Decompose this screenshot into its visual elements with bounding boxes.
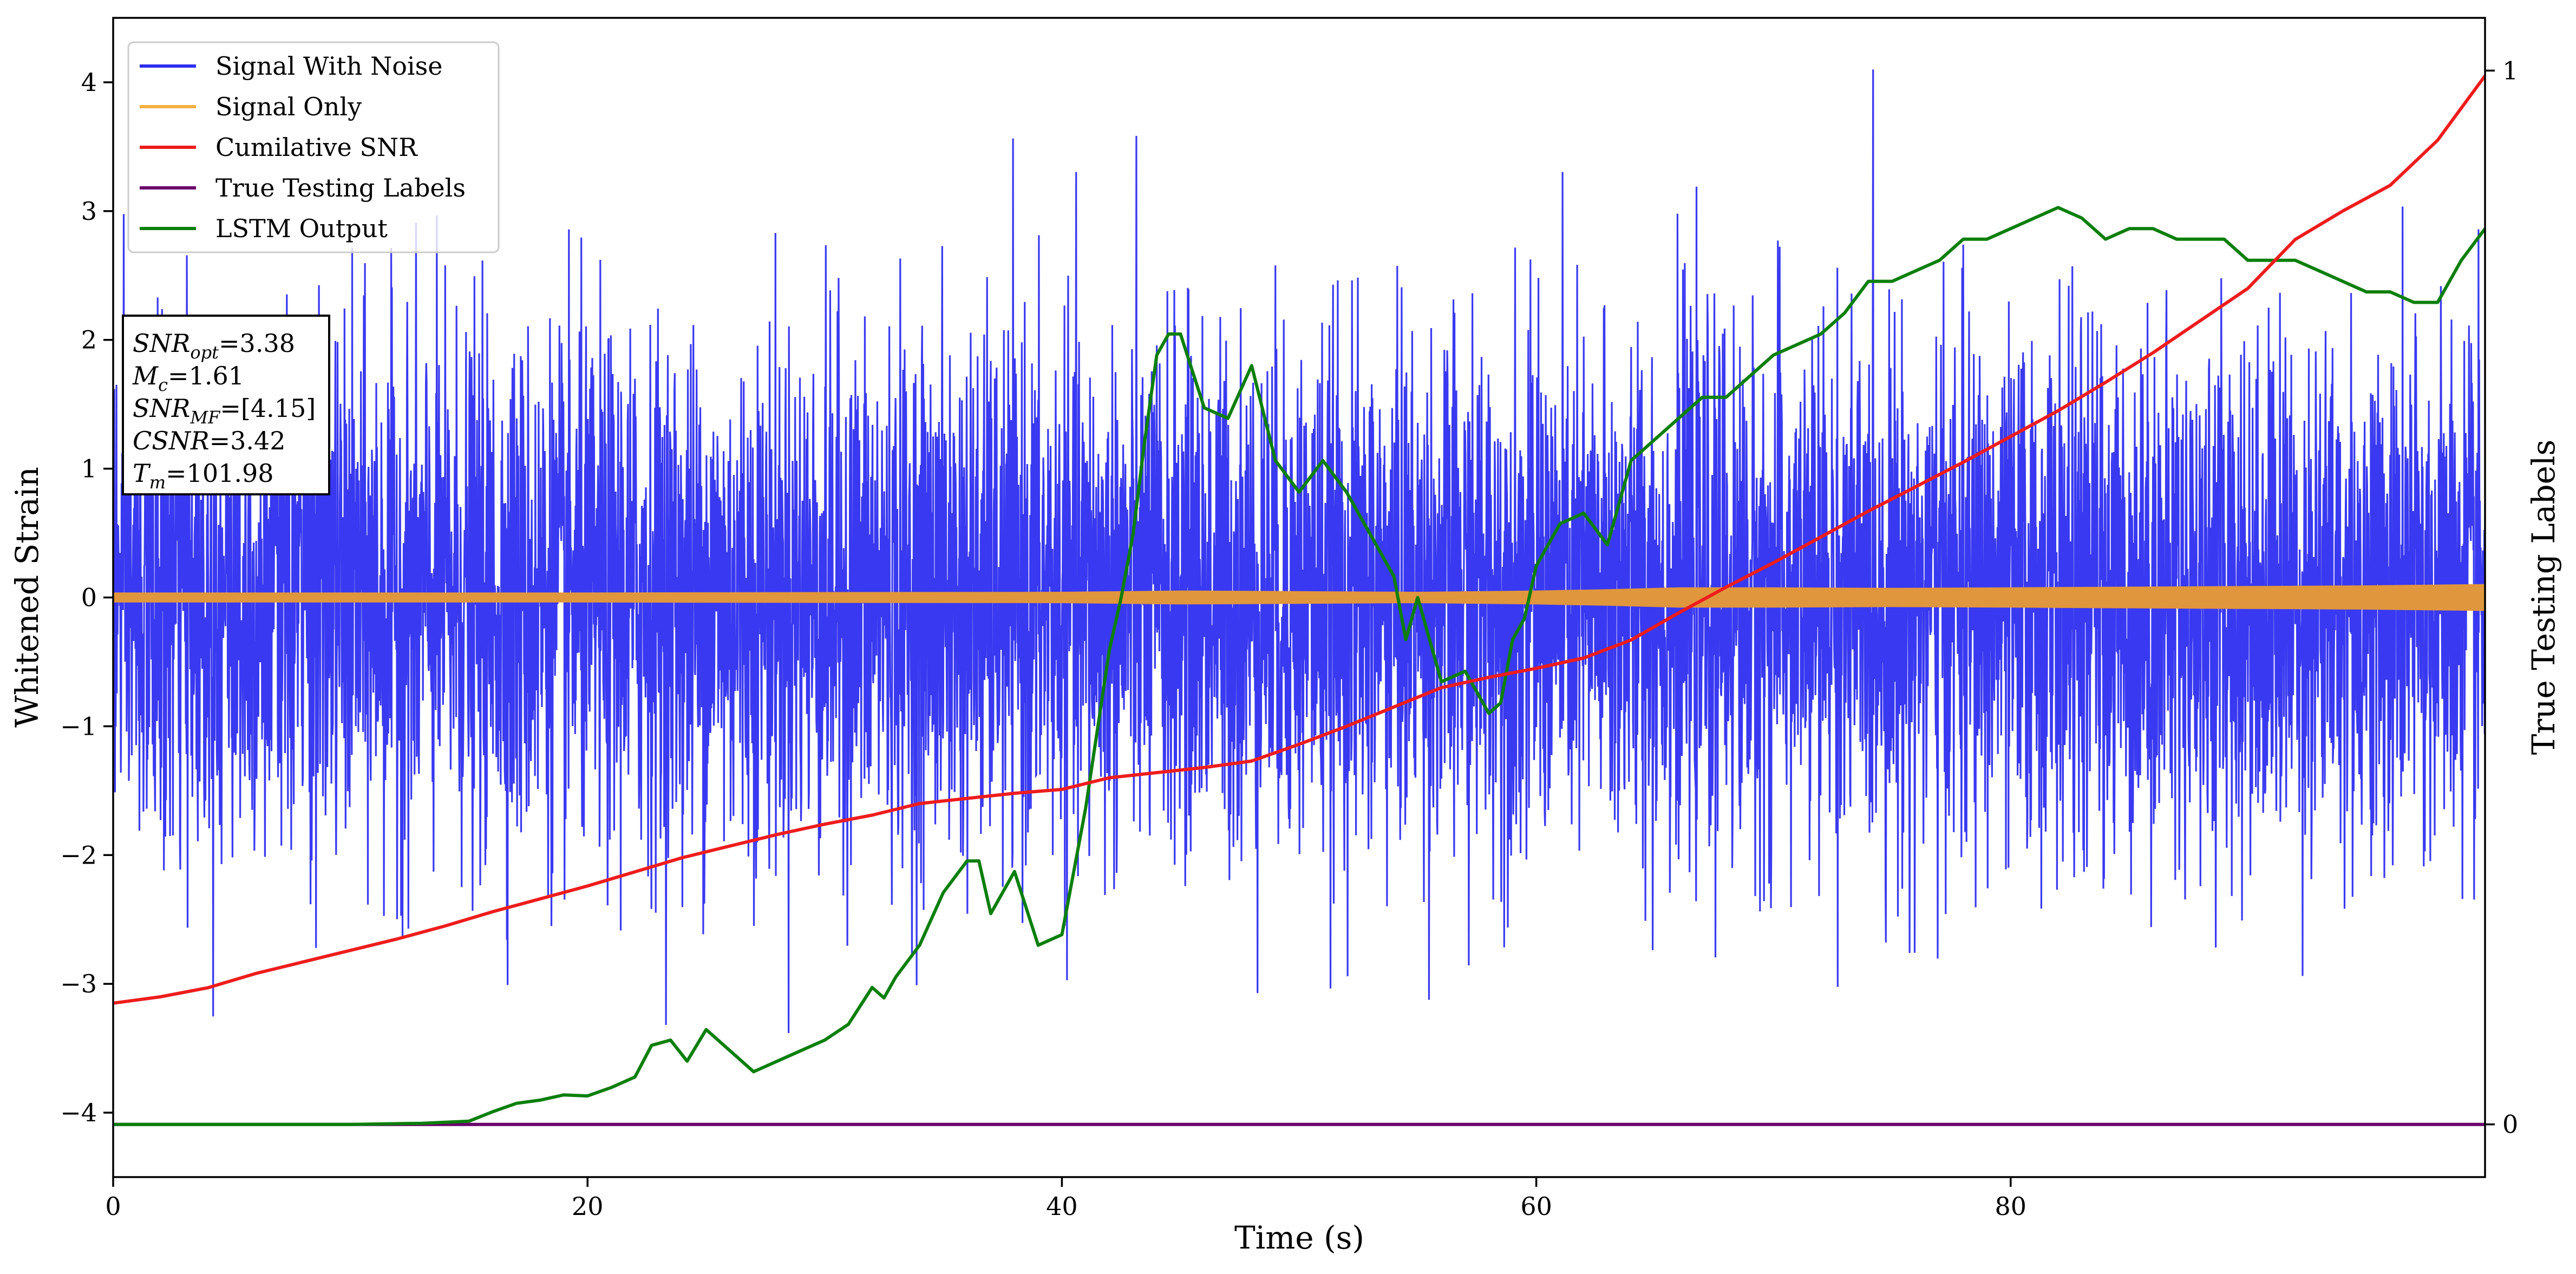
series-lstm-output bbox=[113, 206, 2485, 1126]
y-tick-label: −3 bbox=[60, 969, 97, 998]
x-tick-label: 40 bbox=[1046, 1192, 1078, 1221]
legend-entries: Signal With Noise Signal Only Cumilative S… bbox=[140, 51, 466, 243]
y-tick-label: −4 bbox=[60, 1098, 97, 1127]
annotation-tm: Tm=101.98 bbox=[133, 459, 274, 493]
y-tick-label: 4 bbox=[81, 68, 97, 97]
series-signal-with-noise bbox=[113, 69, 2485, 1034]
annotation-frame bbox=[122, 315, 330, 495]
y-tick-label: 1 bbox=[81, 454, 97, 484]
x-tick-label: 0 bbox=[105, 1192, 121, 1221]
y-tick-label: 2 bbox=[81, 325, 97, 355]
y2-tick-label: 0 bbox=[2502, 1110, 2518, 1139]
annotation-snr-mf: SNRMF=[4.15] bbox=[133, 394, 316, 428]
y-tick-label: −2 bbox=[60, 840, 97, 870]
series-cumilative-snr bbox=[113, 75, 2485, 1005]
y2-tick-label: 1 bbox=[2502, 56, 2518, 85]
y2-axis: 01 bbox=[2485, 56, 2518, 1139]
annotation-mc: Mc=1.61 bbox=[132, 361, 244, 395]
x-axis: 0 20 40 60 80 bbox=[105, 1177, 2026, 1221]
series-signal-only bbox=[113, 584, 2485, 611]
plot-area bbox=[113, 69, 2485, 1126]
y-axis-label: Whitened Strain bbox=[9, 467, 45, 728]
y2-axis-label: True Testing Labels bbox=[2525, 440, 2562, 755]
y-tick-label: 0 bbox=[81, 583, 97, 612]
legend-label: Cumilative SNR bbox=[215, 133, 418, 162]
legend-label: Signal Only bbox=[215, 92, 362, 121]
y-axis: −4 −3 −2 −1 0 1 2 3 4 bbox=[60, 68, 113, 1127]
legend-box bbox=[127, 41, 500, 253]
annotation-snr-opt: SNRopt=3.38 bbox=[133, 329, 295, 363]
y-tick-label: 3 bbox=[81, 197, 97, 226]
x-axis-label: Time (s) bbox=[1234, 1219, 1364, 1256]
y-tick-label: −1 bbox=[60, 711, 97, 741]
legend: Signal With Noise Signal Only Cumilative S… bbox=[127, 41, 500, 253]
x-tick-label: 20 bbox=[572, 1192, 604, 1221]
annotation-box: SNRopt=3.38 Mc=1.61 SNRMF=[4.15] CSNR=3.… bbox=[122, 315, 330, 495]
legend-label: LSTM Output bbox=[215, 214, 388, 243]
legend-label: True Testing Labels bbox=[215, 173, 466, 202]
x-tick-label: 60 bbox=[1520, 1192, 1552, 1221]
x-tick-label: 80 bbox=[1995, 1192, 2027, 1221]
annotation-csnr: CSNR=3.42 bbox=[133, 426, 286, 455]
legend-label: Signal With Noise bbox=[215, 51, 442, 81]
